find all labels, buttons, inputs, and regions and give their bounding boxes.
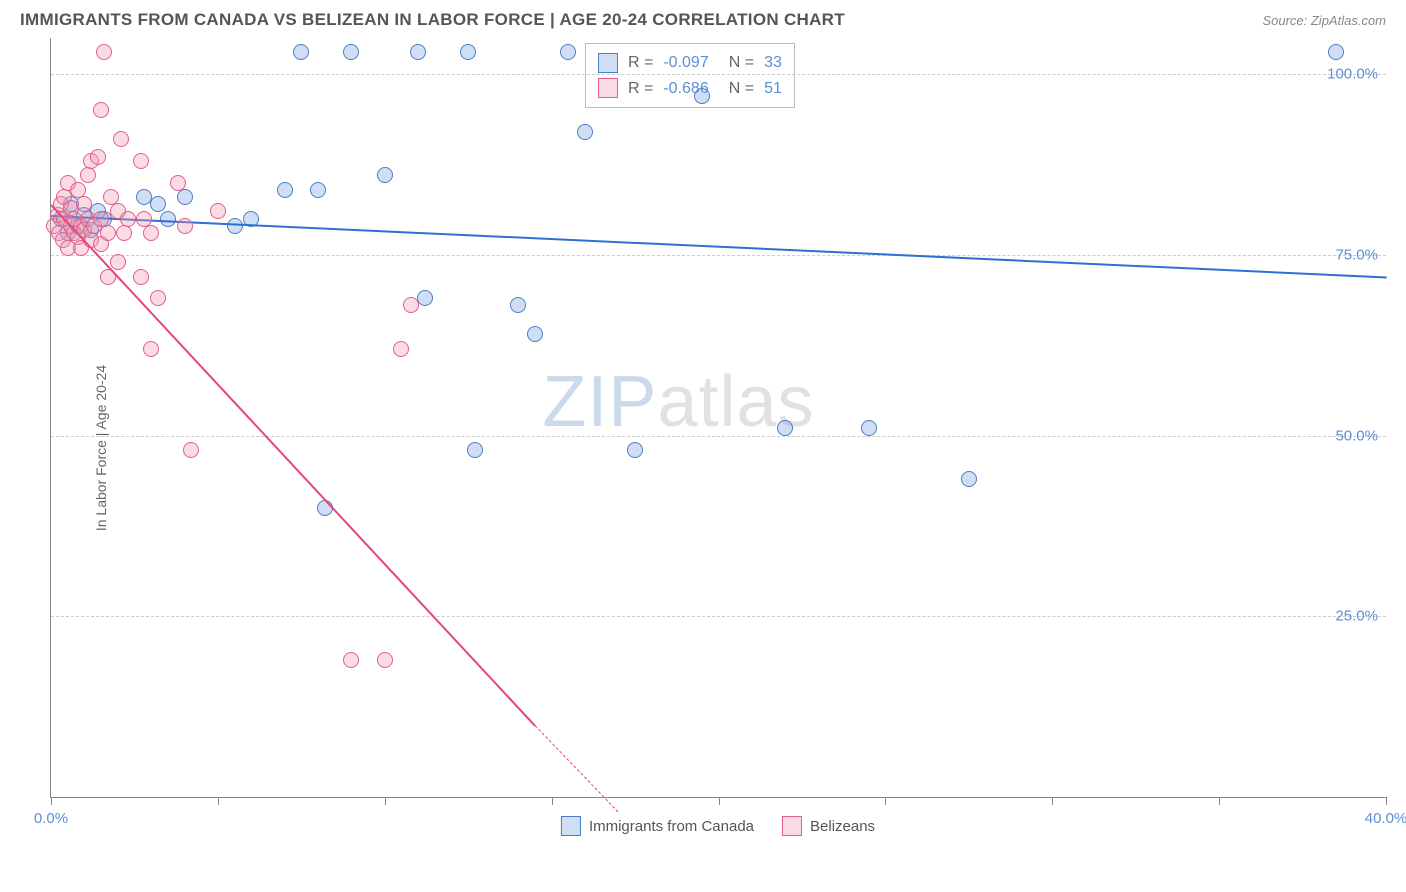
data-point [80, 167, 96, 183]
data-point [90, 149, 106, 165]
data-point [293, 44, 309, 60]
regression-line [535, 725, 619, 813]
data-point [150, 196, 166, 212]
x-tick [719, 797, 720, 805]
data-point [150, 290, 166, 306]
data-point [110, 254, 126, 270]
data-point [76, 196, 92, 212]
data-point [343, 44, 359, 60]
data-point [467, 442, 483, 458]
stats-row: R = -0.097 N = 33 [598, 50, 782, 76]
data-point [861, 420, 877, 436]
data-point [96, 44, 112, 60]
x-tick [51, 797, 52, 805]
legend-swatch [782, 816, 802, 836]
data-point [410, 44, 426, 60]
r-value: -0.097 [663, 50, 708, 76]
r-label: R = [628, 50, 653, 76]
legend-item: Belizeans [782, 816, 875, 836]
stats-row: R =-0.686N =51 [598, 76, 782, 102]
x-tick-label: 0.0% [34, 810, 68, 827]
chart-title: IMMIGRANTS FROM CANADA VS BELIZEAN IN LA… [20, 10, 845, 30]
data-point [177, 218, 193, 234]
x-tick [218, 797, 219, 805]
data-point [143, 341, 159, 357]
data-point [961, 471, 977, 487]
data-point [460, 44, 476, 60]
data-point [100, 225, 116, 241]
data-point [120, 211, 136, 227]
data-point [210, 203, 226, 219]
data-point [393, 341, 409, 357]
data-point [343, 652, 359, 668]
data-point [403, 297, 419, 313]
n-value: 33 [764, 50, 782, 76]
data-point [177, 189, 193, 205]
data-point [310, 182, 326, 198]
y-tick-label: 100.0% [1327, 66, 1378, 83]
data-point [93, 102, 109, 118]
data-point [183, 442, 199, 458]
x-tick [385, 797, 386, 805]
data-point [527, 326, 543, 342]
gridline [51, 74, 1386, 75]
legend: Immigrants from Canada Belizeans [561, 816, 875, 836]
gridline [51, 255, 1386, 256]
n-value: 51 [764, 76, 782, 102]
legend-swatch [561, 816, 581, 836]
data-point [577, 124, 593, 140]
data-point [113, 131, 129, 147]
plot-area: ZIPatlas R =-0.097N =33R =-0.686N =51 25… [50, 38, 1386, 798]
data-point [116, 225, 132, 241]
y-tick-label: 75.0% [1335, 246, 1378, 263]
source-label: Source: ZipAtlas.com [1262, 13, 1386, 28]
data-point [510, 297, 526, 313]
regression-line [51, 215, 1387, 279]
x-tick [885, 797, 886, 805]
data-point [777, 420, 793, 436]
correlation-stats-box: R =-0.097N =33R =-0.686N =51 [585, 43, 795, 108]
data-point [627, 442, 643, 458]
data-point [377, 652, 393, 668]
gridline [51, 436, 1386, 437]
data-point [160, 211, 176, 227]
y-tick-label: 50.0% [1335, 427, 1378, 444]
data-point [133, 269, 149, 285]
x-tick [1219, 797, 1220, 805]
watermark-zip: ZIP [542, 362, 657, 442]
data-point [143, 225, 159, 241]
legend-item: Immigrants from Canada [561, 816, 754, 836]
data-point [377, 167, 393, 183]
series-swatch [598, 78, 618, 98]
x-tick [1386, 797, 1387, 805]
data-point [1328, 44, 1344, 60]
y-tick-label: 25.0% [1335, 608, 1378, 625]
x-tick [1052, 797, 1053, 805]
legend-label: Belizeans [810, 818, 875, 835]
n-label: N = [729, 76, 754, 102]
gridline [51, 616, 1386, 617]
regression-line [50, 205, 536, 727]
data-point [227, 218, 243, 234]
data-point [133, 153, 149, 169]
legend-label: Immigrants from Canada [589, 818, 754, 835]
watermark: ZIPatlas [542, 361, 814, 443]
series-swatch [598, 53, 618, 73]
data-point [560, 44, 576, 60]
n-label: N = [729, 50, 754, 76]
chart-container: In Labor Force | Age 20-24 ZIPatlas R =-… [50, 38, 1386, 858]
x-tick-label: 40.0% [1365, 810, 1406, 827]
data-point [170, 175, 186, 191]
x-tick [552, 797, 553, 805]
r-label: R = [628, 76, 653, 102]
data-point [277, 182, 293, 198]
data-point [694, 88, 710, 104]
